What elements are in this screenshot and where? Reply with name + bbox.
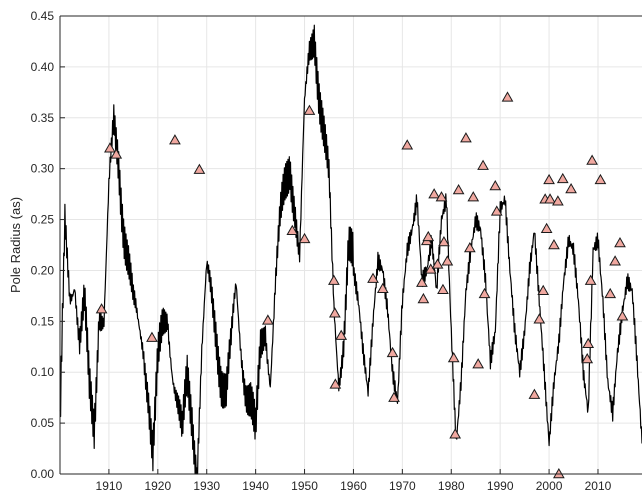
observation-marker [146,331,158,342]
y-tick-label: 0.15 [31,314,55,328]
observation-marker [424,263,437,274]
y-tick-label: 0.20 [31,263,55,277]
observation-marker [95,303,108,314]
observation-marker [449,428,462,439]
observation-marker [328,307,341,318]
observation-marker [604,287,617,299]
observation-marker [548,238,560,250]
observation-marker [478,287,491,299]
observation-marker [193,163,206,174]
observation-marker [386,346,399,358]
observation-marker [614,236,626,248]
observation-marker [467,191,480,202]
observation-marker [582,337,595,348]
observation-marker [437,283,449,295]
observation-marker [581,352,594,364]
observation-marker [556,172,569,184]
observation-marker [540,222,553,233]
observation-marker [441,255,454,266]
observation-marker [367,272,379,283]
observation-marker [388,391,400,402]
observation-marker [584,274,597,285]
y-tick-label: 0.00 [31,467,55,481]
observation-marker [472,358,485,369]
observation-marker [422,230,435,242]
observation-marker [428,188,441,199]
y-tick-label: 0.25 [31,213,55,227]
observation-marker [594,173,607,185]
observation-marker [401,139,414,150]
y-axis-ticks: 0.00 0.05 0.10 0.15 0.20 0.25 0.30 0.35 0.40 0.45 [31,9,65,481]
observation-marker [609,255,621,266]
observation-marker [477,159,489,170]
observation-marker [431,258,444,269]
observation-marker [329,378,342,389]
x-tick-label: 1970 [389,479,416,493]
y-tick-label: 0.40 [31,60,55,74]
observation-marker [303,104,316,115]
x-tick-label: 1940 [242,479,269,493]
observation-marker [447,351,460,363]
observation-marker [544,193,556,204]
x-tick-label: 2000 [536,479,563,493]
observation-markers [95,91,629,479]
observation-marker [616,310,629,321]
y-tick-label: 0.45 [31,9,55,23]
observation-marker [463,242,476,253]
observation-marker [501,91,514,102]
x-tick-label: 1980 [438,479,465,493]
observation-marker [552,195,564,206]
observation-marker [110,148,123,159]
pole-radius-trace [59,24,642,475]
y-tick-label: 0.10 [31,365,55,379]
observation-marker [376,282,389,294]
y-tick-label: 0.35 [31,111,55,125]
observation-marker [261,314,274,325]
observation-marker [298,232,311,244]
x-tick-label: 1930 [193,479,220,493]
observation-marker [552,467,565,479]
observation-marker [169,134,181,145]
x-tick-label: 1990 [487,479,514,493]
observation-marker [328,274,340,285]
x-axis-ticks: 1910 1920 1930 1940 1950 1960 1970 1980 1990 2000… [96,469,612,493]
observation-marker [438,235,450,247]
observation-marker [416,276,428,287]
x-tick-label: 1950 [291,479,318,493]
x-tick-label: 2010 [585,479,612,493]
observation-marker [586,154,598,165]
observation-marker [335,329,348,340]
observation-marker [417,292,430,304]
x-tick-label: 1910 [96,479,123,493]
observation-marker [460,132,472,143]
x-tick-label: 1960 [340,479,367,493]
observation-marker [533,313,546,324]
observation-marker [565,183,577,194]
observation-marker [286,224,299,236]
observation-marker [537,284,550,296]
observation-marker [528,388,541,399]
y-tick-label: 0.30 [31,162,55,176]
pole-radius-line [59,24,642,475]
observation-marker [104,142,116,153]
x-tick-label: 1920 [144,479,171,493]
observation-marker [452,184,465,195]
observation-marker [543,173,555,185]
observation-marker [435,191,448,202]
y-tick-label: 0.05 [31,416,55,430]
axes [59,15,642,475]
observation-marker [490,205,503,216]
observation-marker [489,179,502,191]
y-axis-label: Pole Radius (as) [8,197,23,293]
